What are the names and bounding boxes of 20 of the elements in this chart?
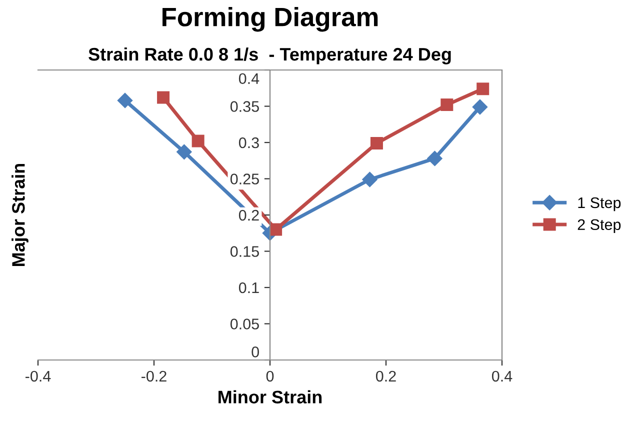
- y-tick-label: 0: [252, 346, 259, 358]
- y-tick-label: 0.4: [238, 73, 260, 84]
- legend-label: 1 Step: [578, 197, 621, 212]
- y-tick-label: 0.25: [230, 174, 259, 184]
- y-tick-label: 0.2: [238, 210, 259, 221]
- x-axis-title: Minor Strain: [218, 390, 322, 404]
- y-tick-label: 0.15: [230, 246, 259, 257]
- x-tick-label: 0.2: [376, 370, 396, 382]
- y-tick-label: 0.1: [238, 282, 259, 294]
- y-axis-title: Major Strain: [12, 164, 28, 266]
- legend-label: 2 Step: [578, 219, 621, 234]
- x-tick-label: -0.4: [26, 370, 51, 382]
- y-tick-label: 0.3: [238, 137, 259, 148]
- x-tick-label: 0: [266, 370, 274, 382]
- x-tick-label: -0.2: [142, 370, 166, 382]
- chart-subtitle: Strain Rate 0.0 8 1/s - Temperature 24 Deg: [88, 47, 451, 64]
- y-tick-label: 0.35: [230, 101, 259, 112]
- chart-title: Forming Diagram: [162, 6, 378, 32]
- y-tick-label: 0.05: [230, 318, 259, 330]
- x-tick-label: 0.4: [492, 370, 512, 382]
